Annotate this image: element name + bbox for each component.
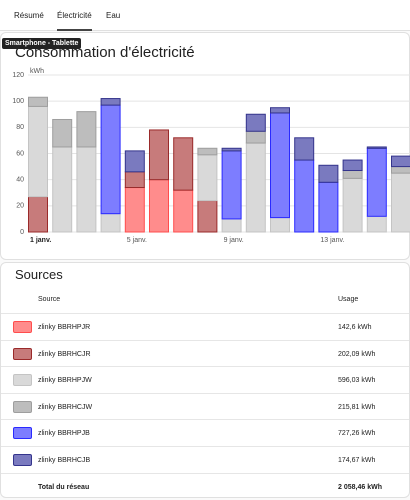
bar-segment xyxy=(245,113,266,132)
y-tick-label: 60 xyxy=(16,150,24,157)
source-usage: 174,67 kWh xyxy=(338,456,376,464)
bar-segment xyxy=(391,155,410,168)
bar-segment xyxy=(366,147,387,217)
x-tick-label: 5 janv. xyxy=(127,237,147,244)
source-usage: 215,81 kWh xyxy=(338,403,376,411)
tooltip: Smartphone - Tablette xyxy=(2,38,82,49)
swatch xyxy=(13,321,32,333)
bar-segment xyxy=(294,159,315,233)
source-row: zlinky BBRHPJW 596,03 kWh xyxy=(1,366,409,393)
swatch xyxy=(13,347,32,360)
bar-segment xyxy=(52,118,73,148)
bar-segment xyxy=(318,164,339,183)
bar-segment xyxy=(197,147,218,156)
bar-segment xyxy=(270,217,290,233)
y-tick-label: 40 xyxy=(16,177,24,184)
y-unit: kWh xyxy=(30,68,44,75)
source-usage: 727,26 kWh xyxy=(338,430,376,437)
y-tick-label: 80 xyxy=(16,124,24,131)
source-usage: 202,09 kWh xyxy=(338,350,376,358)
bar-segment xyxy=(245,130,266,144)
bar-segment xyxy=(197,154,218,202)
total-row: Total du réseau 2 058,46 kWh xyxy=(1,473,409,500)
source-row: zlinky BBRHCJW 215,81 kWh xyxy=(1,392,409,420)
source-name: zlinky BBRHPJB xyxy=(38,430,90,437)
bar-segment xyxy=(100,98,121,106)
bar-segment xyxy=(318,181,339,233)
x-tick-label: 9 janv. xyxy=(224,237,244,244)
y-tick-label: 120 xyxy=(12,72,24,79)
bar-segment xyxy=(270,107,290,114)
bar-segment xyxy=(221,218,242,233)
bar-segment xyxy=(124,171,145,189)
source-name: zlinky BBRHPJW xyxy=(38,377,92,384)
swatch xyxy=(13,453,32,466)
source-name: zlinky BBRHCJR xyxy=(38,350,91,358)
bar-segment xyxy=(124,150,145,173)
bar-segment xyxy=(28,96,48,107)
tabs: Résumé Électricité Eau xyxy=(0,0,410,31)
swatch xyxy=(13,400,32,413)
bar-segment xyxy=(76,111,97,148)
swatch xyxy=(13,427,32,439)
swatch xyxy=(13,374,32,386)
bar-segment xyxy=(100,104,121,215)
source-name: zlinky BBRHPJR xyxy=(38,324,91,331)
bar-segment xyxy=(100,213,121,233)
source-name: zlinky BBRHCJW xyxy=(38,403,93,411)
source-row: zlinky BBRHCJB 174,67 kWh xyxy=(1,445,409,473)
bar-segment xyxy=(366,146,387,149)
sources-title: Sources xyxy=(15,267,63,282)
bar-segment xyxy=(245,142,266,233)
tab[interactable]: Eau xyxy=(106,11,121,20)
bar-segment xyxy=(52,146,73,233)
header-usage: Usage xyxy=(338,296,359,303)
bar-segment xyxy=(294,137,315,161)
source-row: zlinky BBRHCJR 202,09 kWh xyxy=(1,339,409,367)
bar-segment xyxy=(221,150,242,220)
bar-segment xyxy=(76,146,97,233)
bar-segment xyxy=(28,196,48,233)
bar-segment xyxy=(342,159,363,172)
chart: kWh 0 20 40 60 80 100 120 1 janv. 5 janv. 9 janv.… xyxy=(12,68,410,244)
bar-segment xyxy=(149,129,169,181)
source-name: zlinky BBRHCJB xyxy=(38,456,91,464)
tab[interactable]: Résumé xyxy=(14,11,44,20)
bar-segment xyxy=(173,189,194,233)
bar-segment xyxy=(173,137,194,191)
bar-segment xyxy=(391,172,410,233)
source-usage: 596,03 kWh xyxy=(338,377,376,384)
bar-segment xyxy=(197,200,218,233)
bar-segment xyxy=(149,179,169,233)
total-usage: 2 058,46 kWh xyxy=(338,484,382,491)
source-row: zlinky BBRHPJB 727,26 kWh xyxy=(1,419,409,446)
total-label: Total du réseau xyxy=(38,484,90,491)
bar-segment xyxy=(342,170,363,179)
x-tick-label: 1 janv. xyxy=(30,237,51,244)
bar-segment xyxy=(270,112,290,219)
bar-segment xyxy=(342,177,363,233)
source-usage: 142,6 kWh xyxy=(338,324,372,331)
sources-card: Sources Source Usage zlinky BBRHPJR 142,6… xyxy=(0,262,410,498)
tab-active[interactable]: Électricité xyxy=(57,11,92,31)
bar-segment xyxy=(366,215,387,233)
header-source: Source xyxy=(38,296,61,303)
y-tick-label: 0 xyxy=(20,229,24,236)
bar-segment xyxy=(221,147,242,152)
x-tick-label: 13 janv. xyxy=(320,237,344,244)
bar-segment xyxy=(28,105,48,198)
source-row: zlinky BBRHPJR 142,6 kWh xyxy=(1,313,409,340)
y-tick-label: 100 xyxy=(12,98,24,105)
bar-segment xyxy=(124,187,145,233)
y-tick-label: 20 xyxy=(16,203,24,210)
bar-segment xyxy=(391,166,410,174)
